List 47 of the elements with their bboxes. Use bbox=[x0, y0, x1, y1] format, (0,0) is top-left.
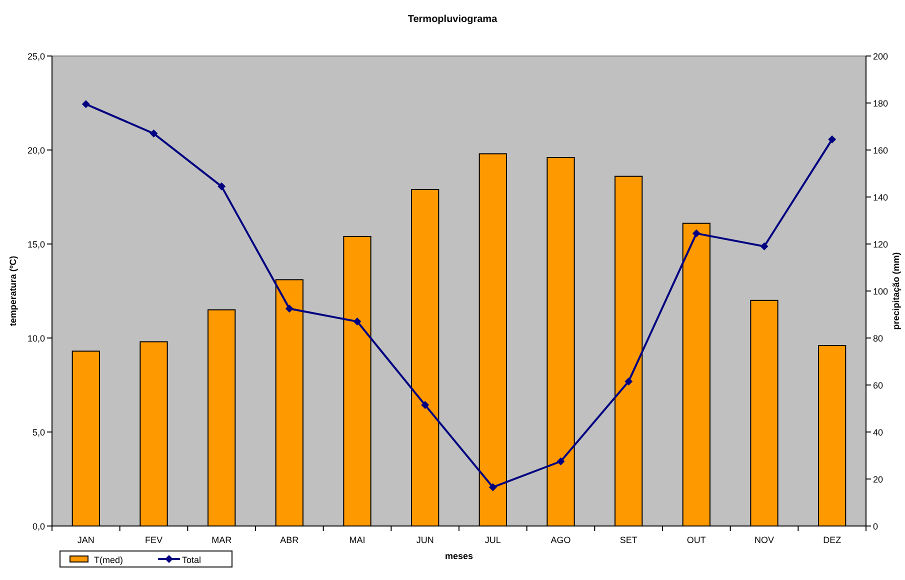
y2-tick-label: 120 bbox=[873, 240, 888, 250]
point bbox=[421, 400, 430, 409]
point bbox=[624, 377, 633, 386]
x-tick-label: JAN bbox=[77, 535, 94, 545]
y2-tick-label: 160 bbox=[873, 146, 888, 156]
point bbox=[285, 304, 294, 313]
y-tick-label: 10,0 bbox=[27, 334, 45, 344]
point bbox=[82, 100, 90, 108]
x-tick-label: SET bbox=[620, 535, 638, 545]
x-tick-label: MAI bbox=[349, 535, 366, 545]
point bbox=[150, 130, 158, 138]
y2-tick-label: 40 bbox=[873, 428, 884, 438]
y2-tick-label: 80 bbox=[873, 334, 884, 344]
point bbox=[556, 457, 565, 466]
point bbox=[828, 135, 836, 144]
point bbox=[760, 242, 768, 250]
x-tick-label: OUT bbox=[686, 535, 706, 545]
y-tick-label: 15,0 bbox=[27, 240, 45, 250]
x-tick-label: ABR bbox=[280, 535, 300, 545]
x-tick-label: DEZ bbox=[823, 535, 842, 545]
y2-tick-label: 0 bbox=[873, 522, 878, 532]
x-tick-label: AGO bbox=[550, 535, 571, 545]
chart-title: Termopluviograma bbox=[408, 14, 498, 25]
y-tick-label: 5,0 bbox=[32, 428, 45, 438]
y2-tick-label: 100 bbox=[873, 286, 888, 296]
x-tick-label: JUN bbox=[416, 535, 434, 545]
x-axis-title: meses bbox=[444, 551, 474, 561]
y-tick-label: 20,0 bbox=[27, 146, 45, 156]
y2-tick-label: 60 bbox=[873, 380, 884, 390]
point bbox=[488, 483, 497, 492]
y-axis-title: temperatura (ºC) bbox=[8, 256, 18, 326]
y2-axis-title: precipitação (mm) bbox=[891, 252, 901, 330]
y-tick-label: 25,0 bbox=[27, 52, 45, 62]
y2-tick-label: 200 bbox=[873, 52, 888, 62]
point bbox=[353, 318, 362, 326]
legend-label: Total bbox=[182, 555, 202, 565]
y2-tick-label: 180 bbox=[873, 98, 888, 108]
y2-tick-label: 140 bbox=[873, 192, 888, 202]
x-tick-label: JUL bbox=[484, 535, 501, 545]
y2-tick-label: 20 bbox=[873, 474, 884, 484]
y-tick-label: 0,0 bbox=[32, 522, 45, 532]
point bbox=[218, 182, 226, 190]
point bbox=[692, 229, 700, 238]
x-tick-label: MAR bbox=[212, 535, 232, 545]
x-tick-label: FEV bbox=[144, 535, 163, 545]
legend-label: T(med) bbox=[94, 555, 123, 565]
x-tick-label: NOV bbox=[754, 535, 774, 545]
